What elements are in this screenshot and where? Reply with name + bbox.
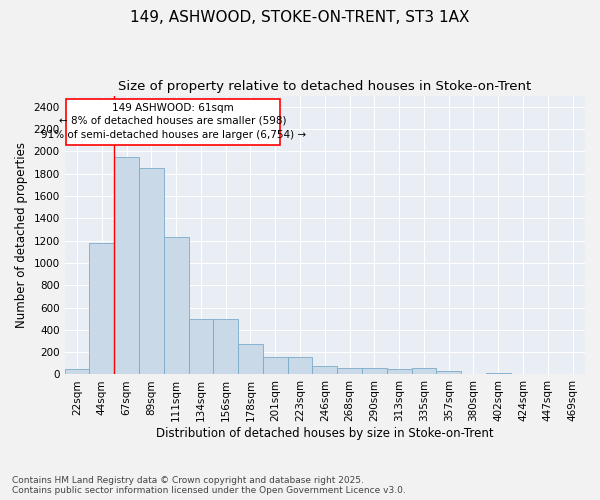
- Bar: [114, 157, 139, 374]
- Bar: [337, 368, 362, 374]
- Bar: [287, 357, 313, 374]
- Text: Contains HM Land Registry data © Crown copyright and database right 2025.
Contai: Contains HM Land Registry data © Crown c…: [12, 476, 406, 495]
- Bar: [387, 369, 412, 374]
- Bar: [436, 371, 461, 374]
- Bar: [89, 244, 114, 374]
- Bar: [263, 356, 287, 374]
- Title: Size of property relative to detached houses in Stoke-on-Trent: Size of property relative to detached ho…: [118, 80, 532, 93]
- Bar: [214, 318, 238, 374]
- Bar: [238, 344, 263, 374]
- Bar: [362, 368, 387, 374]
- Bar: [65, 369, 89, 374]
- Bar: [412, 368, 436, 374]
- Text: ← 8% of detached houses are smaller (598): ← 8% of detached houses are smaller (598…: [59, 115, 287, 125]
- Bar: [188, 318, 214, 374]
- Y-axis label: Number of detached properties: Number of detached properties: [15, 142, 28, 328]
- Bar: [66, 99, 280, 144]
- X-axis label: Distribution of detached houses by size in Stoke-on-Trent: Distribution of detached houses by size …: [156, 427, 494, 440]
- Text: 149 ASHWOOD: 61sqm: 149 ASHWOOD: 61sqm: [112, 103, 234, 113]
- Bar: [313, 366, 337, 374]
- Text: 91% of semi-detached houses are larger (6,754) →: 91% of semi-detached houses are larger (…: [41, 130, 305, 140]
- Bar: [164, 237, 188, 374]
- Bar: [139, 168, 164, 374]
- Text: 149, ASHWOOD, STOKE-ON-TRENT, ST3 1AX: 149, ASHWOOD, STOKE-ON-TRENT, ST3 1AX: [130, 10, 470, 25]
